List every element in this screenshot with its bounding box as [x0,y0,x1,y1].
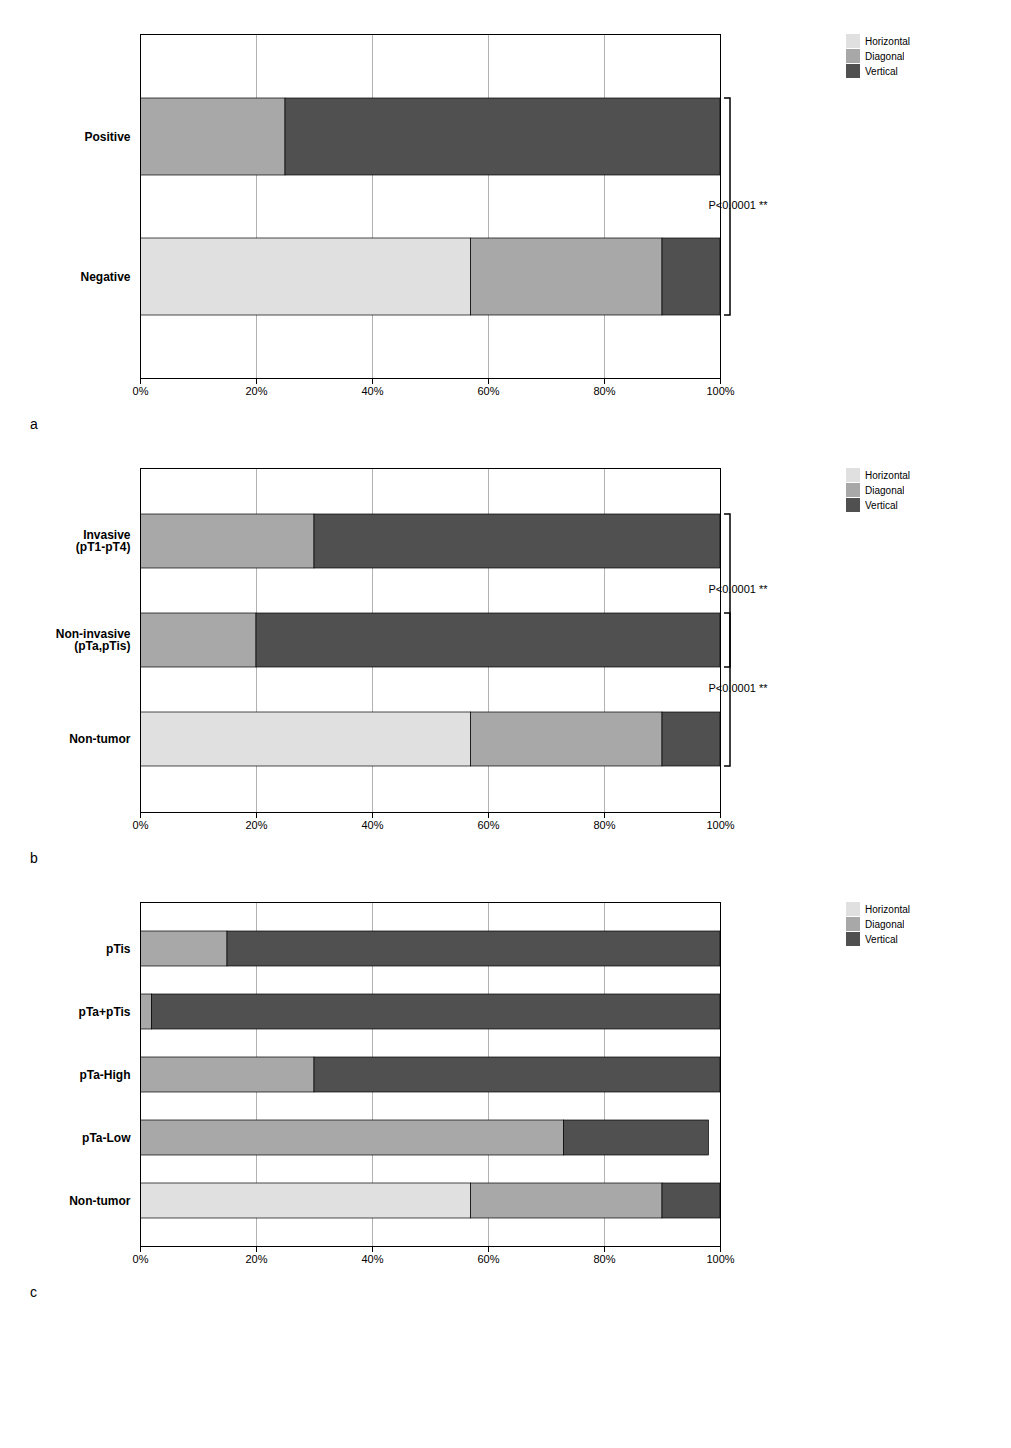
html-text:Horizontal: Horizontal [865,469,910,481]
html-text:a: a [30,416,38,432]
svg-text:40%: 40% [361,385,383,397]
html-text:Horizontal: Horizontal [865,903,910,915]
html-text:Vertical: Vertical [865,499,898,511]
svg-text:40%: 40% [361,1253,383,1265]
svg-text:pTis: pTis [106,942,131,956]
svg-text:20%: 20% [245,1253,267,1265]
html-text:Diagonal: Diagonal [865,484,905,496]
svg-text:pTa-High: pTa-High [79,1068,130,1082]
svg-text:Positive: Positive [84,130,130,144]
html-text:b: b [30,850,38,866]
svg-text:0%: 0% [133,385,149,397]
html-text:Diagonal: Diagonal [865,50,905,62]
svg-text:20%: 20% [245,385,267,397]
html-text:Horizontal: Horizontal [865,35,910,47]
svg-text:60%: 60% [477,819,499,831]
svg-text:80%: 80% [593,1253,615,1265]
svg-text:40%: 40% [361,819,383,831]
svg-text:60%: 60% [477,385,499,397]
svg-text:P<0.0001 **: P<0.0001 ** [708,583,768,595]
html-text:Vertical: Vertical [865,933,898,945]
svg-text:Non-tumor: Non-tumor [69,1194,131,1208]
svg-text:0%: 0% [133,819,149,831]
svg-text:P<0.0001 **: P<0.0001 ** [708,199,768,211]
svg-text:Non-tumor: Non-tumor [69,732,131,746]
svg-text:pTa-Low: pTa-Low [82,1131,131,1145]
svg-text:80%: 80% [593,819,615,831]
svg-text:Negative: Negative [80,270,130,284]
svg-text:100%: 100% [706,1253,734,1265]
svg-text:100%: 100% [706,819,734,831]
svg-text:pTa+pTis: pTa+pTis [79,1005,131,1019]
svg-text:0%: 0% [133,1253,149,1265]
html-text:Vertical: Vertical [865,65,898,77]
svg-text:Invasive(pT1-pT4): Invasive(pT1-pT4) [76,528,131,554]
svg-text:Non-invasive(pTa,pTis): Non-invasive(pTa,pTis) [56,627,131,653]
svg-text:100%: 100% [706,385,734,397]
svg-text:60%: 60% [477,1253,499,1265]
svg-text:20%: 20% [245,819,267,831]
svg-text:80%: 80% [593,385,615,397]
svg-text:P<0.0001 **: P<0.0001 ** [708,682,768,694]
html-text:c: c [30,1284,37,1300]
html-text:Diagonal: Diagonal [865,918,905,930]
